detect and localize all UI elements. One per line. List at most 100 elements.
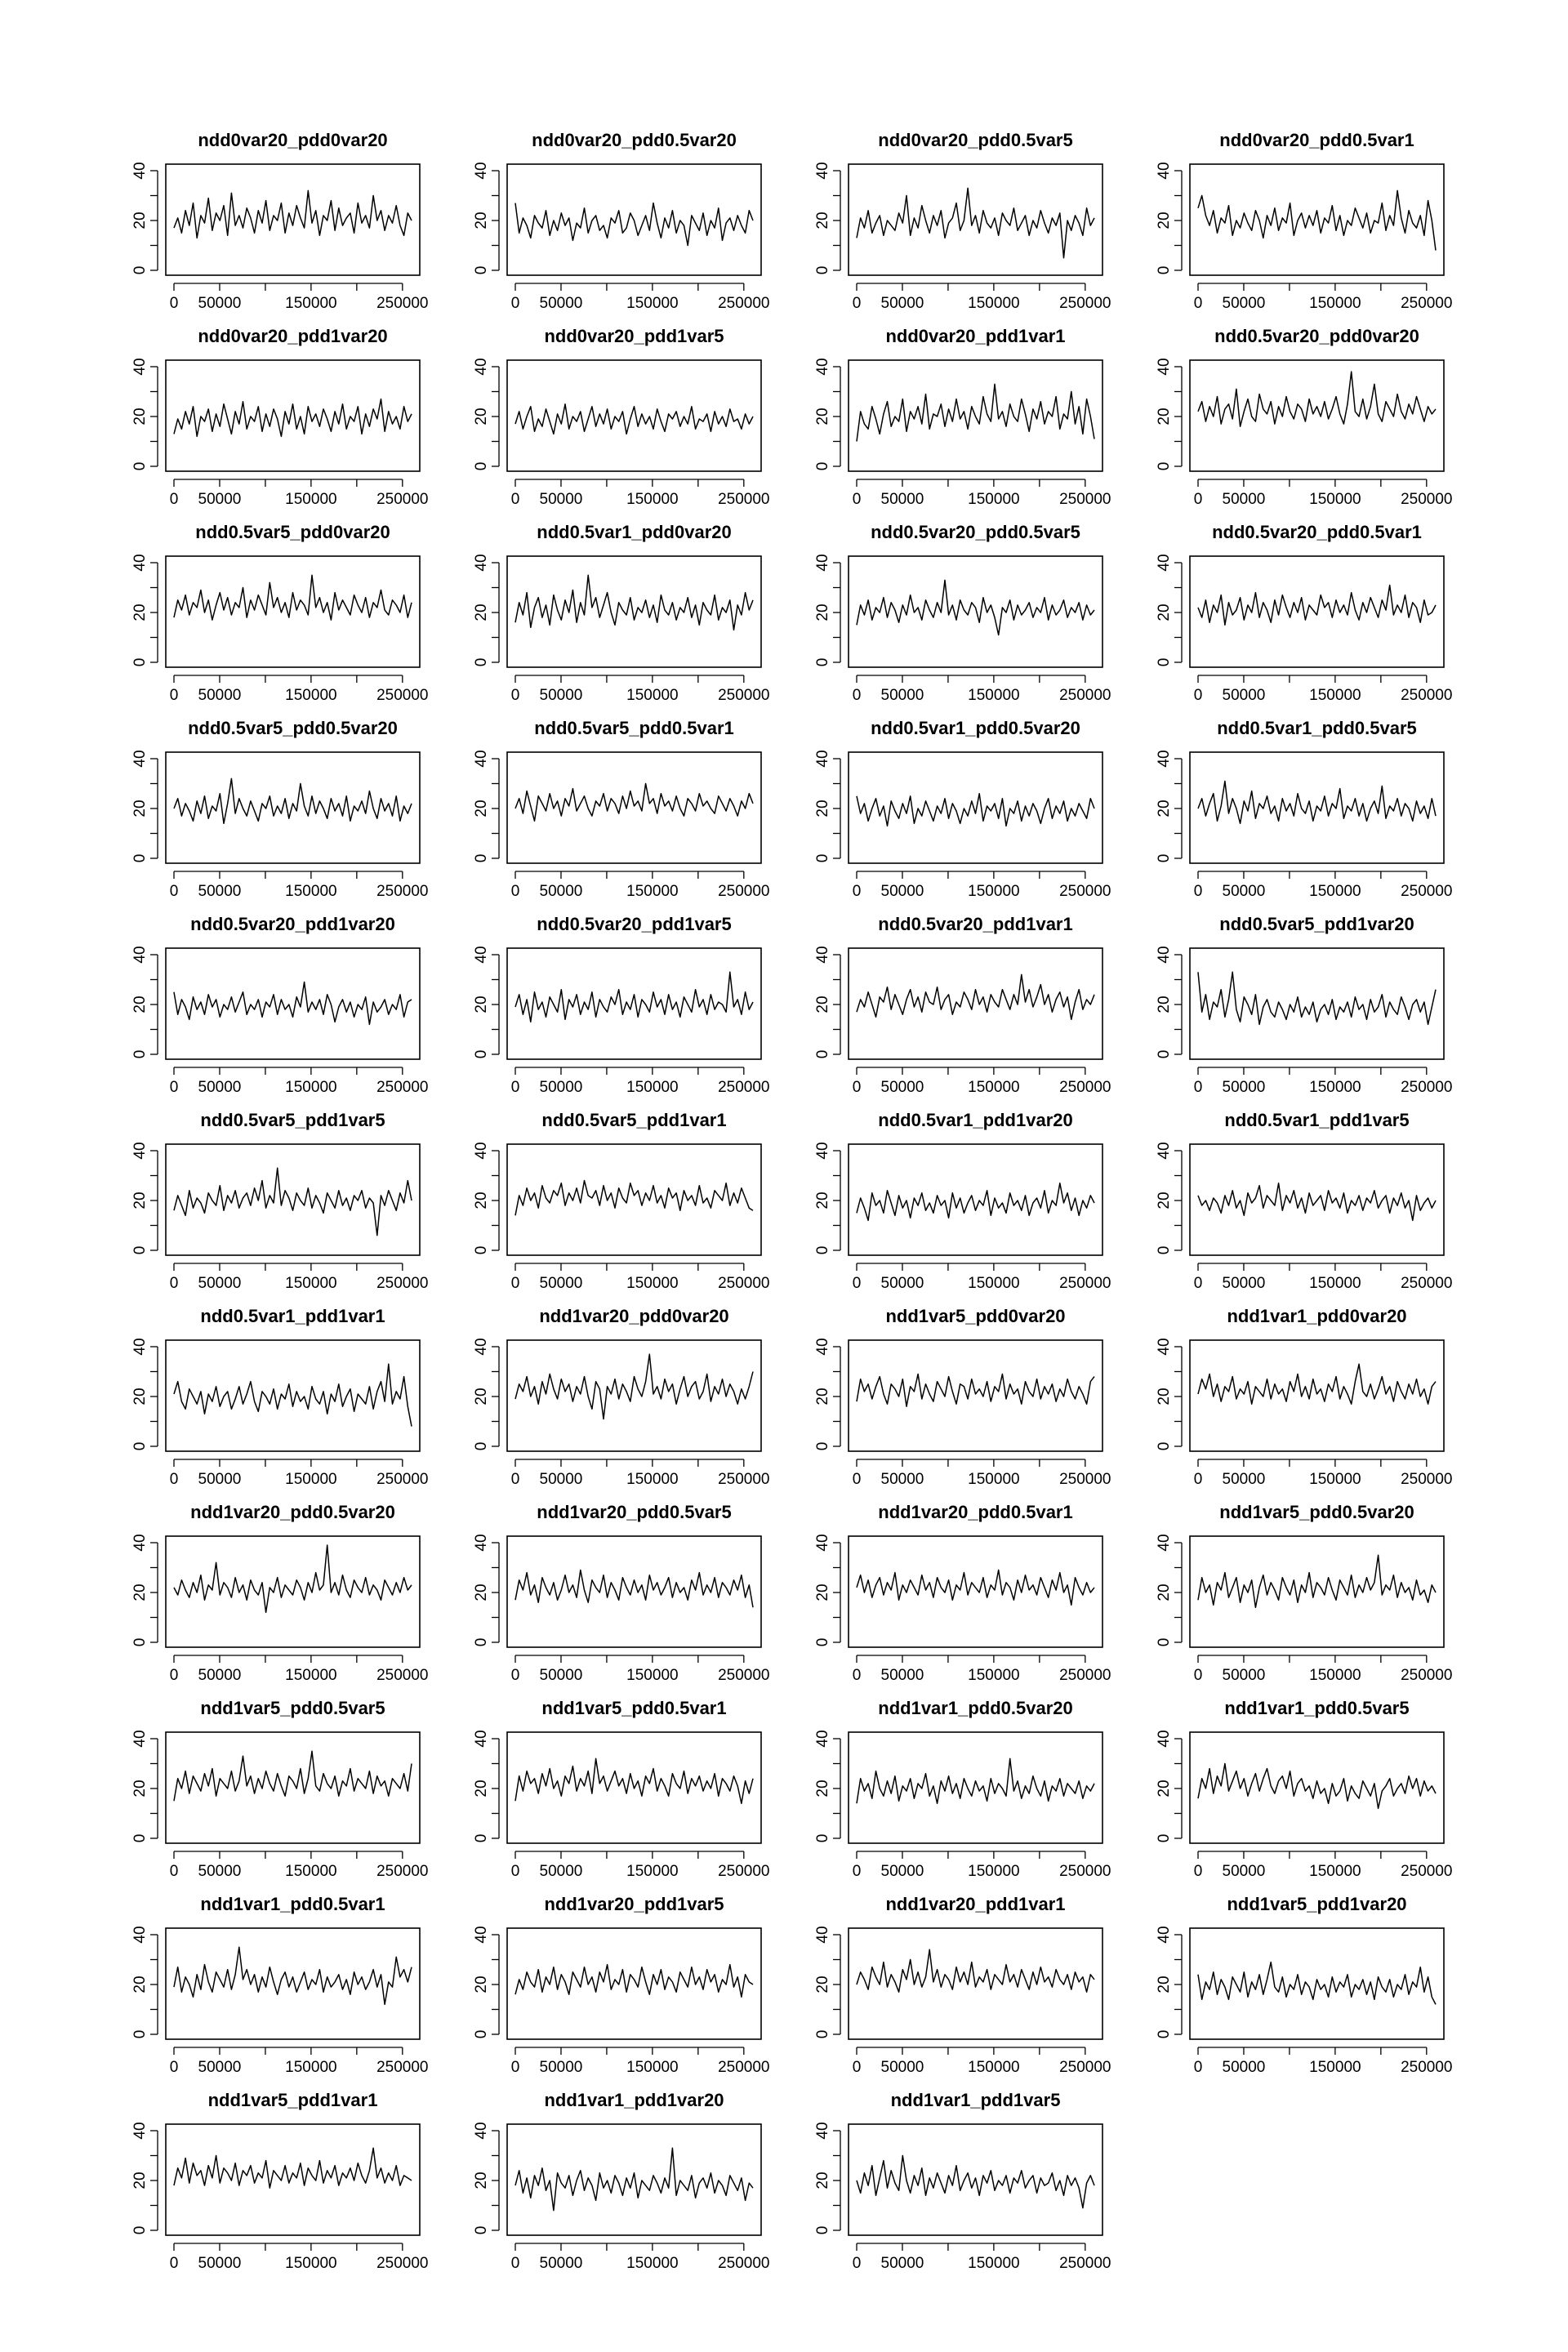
x-tick-label: 50000 [198,1667,242,1684]
chart-panel: ndd0.5var5_pdd1var10 50000 150000 250000020… [473,1110,770,1292]
chart-panel: ndd0.5var20_pdd0.5var1 0 50000 150000 250000… [1156,522,1453,704]
y-tick-label: 20 [1156,800,1173,817]
y-tick-label: 0 [473,462,490,471]
x-tick-label: 250000 [718,1079,769,1096]
x-tick-label: 250000 [718,1863,769,1880]
y-tick-label: 0 [814,854,831,863]
y-tick-label: 20 [814,996,831,1013]
x-tick-label: 50000 [881,1275,924,1292]
x-tick-label: 50000 [1223,1275,1266,1292]
series-line [1198,1764,1436,1809]
x-tick-label: 150000 [1309,1667,1361,1684]
x-tick-label: 150000 [1309,1275,1361,1292]
series-line [174,778,412,823]
x-tick-label: 0 [170,1079,179,1096]
panel-title: ndd0.5var1_pdd1var20 [878,1110,1072,1130]
series-line [1198,190,1436,250]
x-tick-label: 50000 [881,1471,924,1488]
panel-title: ndd1var5_pdd0.5var1 [541,1698,726,1718]
x-tick-label: 50000 [540,2255,583,2272]
plot-frame [849,164,1102,275]
y-tick-label: 0 [131,1638,149,1647]
x-tick-label: 50000 [881,2255,924,2272]
y-tick-label: 40 [473,162,490,179]
series-line [1198,1183,1436,1221]
chart-panel: ndd0.5var5_pdd0.5var1 0 50000 150000 250000 0… [473,718,770,900]
y-tick-label: 40 [131,750,149,767]
chart-panel: ndd0var20_pdd0.5var10 50000 150000 25000002… [1156,130,1453,312]
y-tick-label: 20 [473,1388,490,1405]
x-tick-label: 0 [853,1667,862,1684]
y-tick-label: 40 [131,162,149,179]
plot-frame [166,360,420,471]
y-tick-label: 20 [131,1388,149,1405]
panel-title: ndd1var5_pdd1var1 [208,2090,378,2110]
y-tick-label: 0 [1156,1050,1173,1059]
panel-title: ndd0.5var1_pdd0.5var5 [1217,718,1417,738]
x-tick-label: 250000 [718,687,769,704]
x-tick-label: 150000 [968,883,1019,900]
series-line [515,1354,753,1419]
panel-title: ndd0var20_pdd0.5var5 [878,130,1072,150]
x-tick-label: 50000 [881,491,924,508]
x-tick-label: 0 [511,491,520,508]
x-tick-label: 250000 [1059,1667,1111,1684]
y-tick-label: 40 [1156,358,1173,375]
y-tick-label: 40 [814,1926,831,1943]
x-tick-label: 50000 [198,491,242,508]
series-line [1198,782,1436,824]
y-tick-label: 0 [131,1442,149,1451]
series-line [857,1570,1094,1606]
x-tick-label: 0 [1194,687,1203,704]
panel-title: ndd0.5var1_pdd1var5 [1224,1110,1409,1130]
chart-panel: ndd1var1_pdd0var200 50000 150000 2500000204… [1156,1306,1453,1488]
y-tick-label: 20 [131,1780,149,1797]
x-tick-label: 150000 [285,2059,336,2076]
series-line [515,1965,753,1998]
x-tick-label: 50000 [198,1275,242,1292]
y-tick-label: 20 [814,1192,831,1209]
y-tick-label: 0 [473,266,490,275]
y-tick-label: 40 [1156,554,1173,571]
series-line [857,1183,1094,1221]
y-tick-label: 20 [1156,604,1173,621]
y-tick-label: 40 [131,1142,149,1159]
y-tick-label: 0 [814,2226,831,2235]
y-tick-label: 20 [473,1584,490,1601]
x-tick-label: 150000 [626,883,678,900]
series-line [857,974,1094,1019]
panel-title: ndd1var1_pdd1var20 [544,2090,724,2110]
panel-title: ndd0.5var20_pdd1var1 [878,914,1072,934]
chart-panel: ndd1var20_pdd0var200 50000 150000 250000020… [473,1306,770,1488]
x-tick-label: 50000 [540,2059,583,2076]
y-tick-label: 40 [1156,946,1173,963]
x-tick-label: 0 [170,2059,179,2076]
chart-panel: ndd1var20_pdd0.5var1 0 50000 150000 250000 0 2… [814,1502,1111,1684]
x-tick-label: 250000 [1059,2255,1111,2272]
y-tick-label: 40 [814,162,831,179]
y-tick-label: 0 [814,1638,831,1647]
x-tick-label: 0 [511,2255,520,2272]
y-tick-label: 20 [473,212,490,229]
x-tick-label: 250000 [718,1471,769,1488]
x-tick-label: 150000 [1309,687,1361,704]
chart-panel: ndd1var1_pdd1var20 0 50000 150000 250000 0 20 4… [473,2090,770,2272]
x-tick-label: 0 [1194,1863,1203,1880]
x-tick-label: 250000 [376,295,428,312]
series-line [174,1364,412,1426]
x-tick-label: 50000 [540,1667,583,1684]
series-line [174,399,412,437]
panel-title: ndd0.5var20_pdd1var20 [190,914,395,934]
x-tick-label: 0 [1194,883,1203,900]
chart-panel: ndd0var20_pdd0.5var20 0 50000 150000 250000 0… [473,130,770,312]
y-tick-label: 0 [473,2030,490,2039]
x-tick-label: 250000 [1401,2059,1452,2076]
plot-frame [166,1144,420,1255]
x-tick-label: 250000 [1059,295,1111,312]
chart-panel: ndd0.5var1_pdd0.5var50 50000 150000 2500000… [1156,718,1453,900]
x-tick-label: 150000 [1309,883,1361,900]
y-tick-label: 40 [131,554,149,571]
plot-frame [166,1340,420,1451]
x-tick-label: 50000 [1223,1079,1266,1096]
y-tick-label: 0 [131,1834,149,1843]
